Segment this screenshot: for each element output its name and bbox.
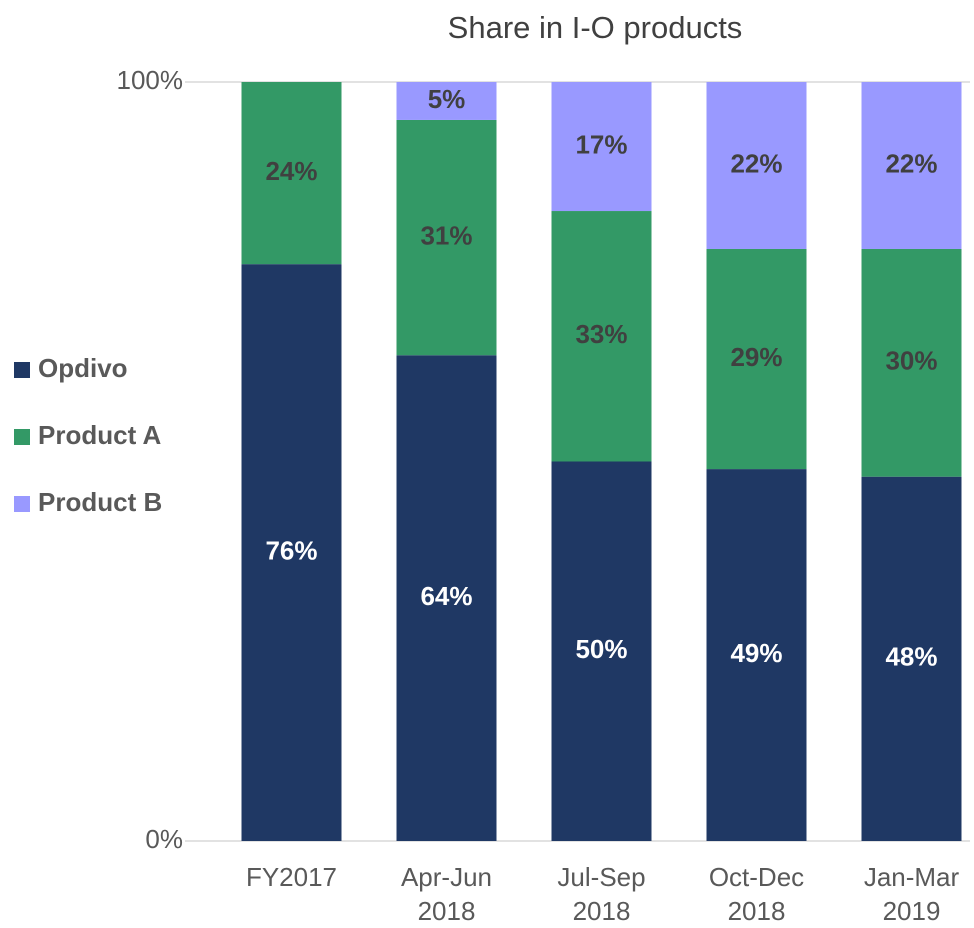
data-label: 50% bbox=[575, 634, 627, 664]
data-label: 48% bbox=[885, 642, 937, 672]
x-tick-label: FY2017 bbox=[246, 862, 337, 892]
legend-swatch bbox=[14, 496, 30, 512]
bar-segment bbox=[861, 248, 962, 477]
bar-segment bbox=[706, 248, 807, 470]
data-label: 76% bbox=[265, 535, 317, 565]
legend-swatch bbox=[14, 362, 30, 378]
bar-segment bbox=[706, 82, 807, 249]
data-label: 30% bbox=[885, 346, 937, 376]
bar-segment bbox=[551, 461, 652, 841]
bar-segment bbox=[861, 476, 962, 841]
bar-segment bbox=[551, 211, 652, 462]
data-label: 17% bbox=[575, 129, 627, 159]
x-tick-label: Apr-Jun 2018 bbox=[401, 862, 492, 926]
legend-label: Product B bbox=[38, 487, 162, 517]
data-label: 5% bbox=[428, 84, 466, 114]
x-tick-label: Oct-Dec 2018 bbox=[709, 862, 804, 926]
bar-segment bbox=[396, 82, 497, 120]
y-tick-label: 100% bbox=[117, 65, 184, 95]
bar-segment bbox=[861, 82, 962, 249]
data-label: 49% bbox=[730, 638, 782, 668]
data-label: 22% bbox=[730, 148, 782, 178]
chart-title: Share in I-O products bbox=[448, 10, 743, 45]
bar-segment bbox=[241, 264, 342, 841]
x-tick-label: Jan-Mar 2019 bbox=[864, 862, 960, 926]
data-label: 29% bbox=[730, 342, 782, 372]
legend-swatch bbox=[14, 429, 30, 445]
bar-segment bbox=[241, 82, 342, 265]
legend-label: Opdivo bbox=[38, 353, 128, 383]
bar-segment bbox=[396, 355, 497, 841]
data-label: 24% bbox=[265, 156, 317, 186]
bar-segment bbox=[706, 469, 807, 841]
bar-segment bbox=[551, 82, 652, 212]
bar-segment bbox=[396, 119, 497, 356]
x-tick-label: Jul-Sep 2018 bbox=[557, 862, 645, 926]
legend-label: Product A bbox=[38, 420, 161, 450]
y-tick-label: 0% bbox=[145, 824, 183, 854]
data-label: 22% bbox=[885, 148, 937, 178]
data-label: 33% bbox=[575, 319, 627, 349]
data-label: 64% bbox=[420, 581, 472, 611]
data-label: 31% bbox=[420, 220, 472, 250]
